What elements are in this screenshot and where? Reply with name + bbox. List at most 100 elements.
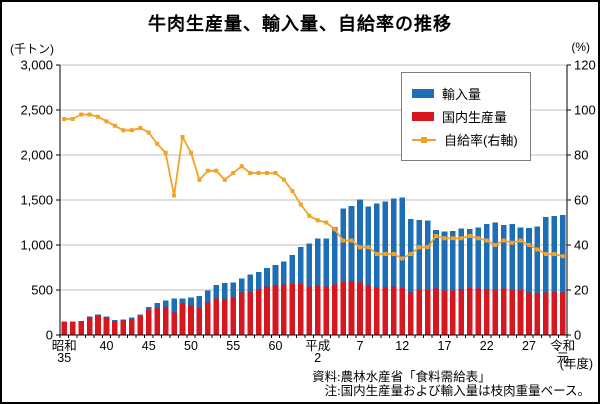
- production-bar: [357, 282, 363, 335]
- left-tick-label: 500: [31, 283, 53, 298]
- x-tick-label: 12: [395, 339, 409, 353]
- imports-bar: [323, 238, 329, 287]
- legend-item-rate: 自給率(右軸): [412, 130, 518, 149]
- rate-point: [391, 252, 396, 256]
- rate-point: [112, 123, 117, 128]
- rate-point: [400, 256, 405, 261]
- production-bar: [264, 286, 270, 335]
- rate-point: [281, 177, 286, 182]
- rate-point: [163, 150, 168, 155]
- production-bar: [441, 290, 448, 335]
- imports-bar: [340, 208, 346, 282]
- right-tick-label: 40: [574, 238, 588, 253]
- left-tick-label: 2,000: [20, 148, 53, 163]
- source-text: 資料:農林水産省「食料需給表」: [312, 370, 491, 384]
- production-bar: [450, 290, 456, 335]
- production-bar: [69, 322, 76, 335]
- rate-point: [62, 117, 67, 121]
- rate-point: [493, 243, 498, 247]
- imports-bar: [281, 261, 287, 285]
- rate-point: [383, 252, 388, 256]
- rate-line-swatch-icon: [412, 136, 436, 143]
- production-bar: [382, 287, 389, 335]
- imports-bar: [467, 228, 473, 289]
- legend-item-production: 国内生産量: [412, 107, 518, 126]
- production-bar: [340, 281, 346, 335]
- production-bar: [238, 292, 245, 335]
- rate-point: [357, 245, 362, 250]
- x-tick-label: 7: [356, 339, 363, 353]
- imports-bar: [298, 246, 304, 284]
- production-bar: [247, 291, 253, 335]
- rate-point: [138, 126, 143, 130]
- imports-bar: [475, 227, 482, 289]
- rate-point: [501, 238, 506, 243]
- imports-bar: [103, 316, 110, 318]
- note-text: 注:国内生産量および輸入量は枝肉重量ベース。: [324, 384, 590, 398]
- production-bar: [103, 317, 110, 335]
- rate-point: [417, 245, 422, 250]
- production-bar: [61, 322, 68, 335]
- rate-point: [79, 112, 84, 117]
- production-bar: [196, 308, 203, 335]
- production-bar: [255, 289, 262, 335]
- production-bar: [129, 318, 135, 335]
- right-tick-label: 100: [574, 103, 596, 118]
- x-tick-label: 40: [100, 339, 114, 353]
- rate-point: [222, 177, 227, 182]
- imports-bar: [390, 198, 397, 287]
- production-bar: [500, 288, 507, 335]
- production-bar: [534, 293, 541, 335]
- production-bar: [281, 284, 287, 335]
- x-tick-label: 50: [184, 339, 198, 353]
- imports-swatch-icon: [412, 89, 434, 98]
- rate-point: [121, 128, 126, 133]
- rate-point: [434, 234, 439, 238]
- imports-bar: [500, 224, 507, 289]
- imports-bar: [230, 282, 237, 298]
- rate-point: [442, 236, 447, 241]
- production-bar: [323, 286, 329, 335]
- imports-bar: [306, 243, 313, 287]
- rate-point: [374, 252, 379, 256]
- rate-point: [205, 168, 210, 173]
- rate-point: [510, 240, 515, 245]
- imports-bar: [238, 278, 245, 293]
- imports-bar: [374, 203, 380, 288]
- production-bar: [213, 298, 220, 335]
- imports-bar: [188, 297, 194, 305]
- imports-bar: [171, 298, 177, 313]
- imports-bar: [492, 222, 498, 290]
- rate-point: [408, 252, 413, 256]
- rate-point: [366, 245, 371, 250]
- rate-point: [155, 141, 160, 146]
- rate-point: [290, 189, 295, 193]
- left-tick-label: 0: [46, 328, 53, 343]
- production-bar: [272, 284, 279, 335]
- rate-point: [535, 247, 540, 252]
- imports-bar: [517, 227, 524, 290]
- imports-bar: [289, 255, 296, 284]
- imports-bar: [179, 298, 186, 304]
- rate-point: [518, 238, 523, 243]
- rate-point: [248, 171, 253, 175]
- production-bar: [475, 288, 482, 335]
- imports-bar: [272, 265, 279, 285]
- left-tick-label: 1,500: [20, 193, 53, 208]
- production-bar: [509, 289, 515, 335]
- imports-bar: [69, 321, 76, 323]
- left-axis-unit: (千トン): [10, 42, 54, 56]
- rate-point: [459, 236, 464, 241]
- production-bar: [78, 321, 84, 335]
- rate-point: [104, 119, 109, 124]
- rate-point: [180, 135, 185, 139]
- imports-bar: [112, 320, 118, 322]
- imports-bar: [137, 314, 144, 317]
- production-bar: [374, 287, 380, 335]
- production-bar: [289, 283, 296, 335]
- imports-bar: [314, 238, 321, 286]
- production-bar: [390, 286, 397, 335]
- imports-bar: [196, 296, 203, 309]
- rate-point: [476, 236, 481, 241]
- rate-point: [526, 243, 531, 247]
